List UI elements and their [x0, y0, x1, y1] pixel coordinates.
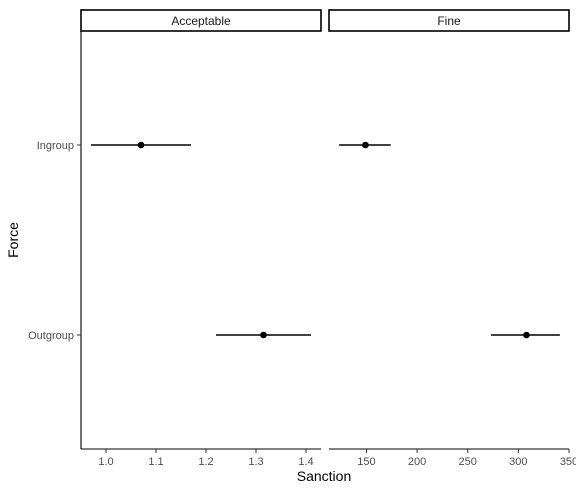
x-tick-label: 200: [408, 456, 426, 468]
x-tick-label: 250: [459, 456, 477, 468]
facet-strip-label: Fine: [437, 14, 461, 28]
x-tick-label: 300: [509, 456, 527, 468]
data-point: [362, 141, 369, 149]
x-tick-label: 1.2: [198, 456, 213, 468]
x-tick-label: 1.0: [98, 456, 113, 468]
y-tick-label: Outgroup: [28, 330, 74, 342]
facet-strip: [80, 9, 322, 32]
x-tick-label: 350: [560, 456, 576, 468]
x-tick-label: 1.4: [298, 456, 313, 468]
x-tick-label: 1.3: [248, 456, 263, 468]
x-tick-label: 150: [357, 456, 375, 468]
facet-acceptable: Acceptable 1.0 1.1 1.2 1.3 1.4: [80, 9, 322, 468]
y-axis-title: Force: [5, 222, 21, 258]
facet-strip: [328, 9, 570, 32]
x-tick-label: 1.1: [148, 456, 163, 468]
facet-strip-label: Acceptable: [171, 14, 231, 28]
data-point: [260, 331, 267, 339]
facet-fine: Fine 150 200 250 300 350: [328, 9, 576, 468]
x-axis-title: Sanction: [297, 468, 351, 484]
y-axis: Ingroup Outgroup: [28, 31, 82, 449]
data-point: [523, 331, 530, 339]
data-point: [137, 141, 145, 149]
y-tick-label: Ingroup: [37, 140, 74, 152]
facet-panels: Ingroup Outgroup Acceptable 1.0 1.1 1.2 1.3 1.4…: [28, 9, 576, 468]
